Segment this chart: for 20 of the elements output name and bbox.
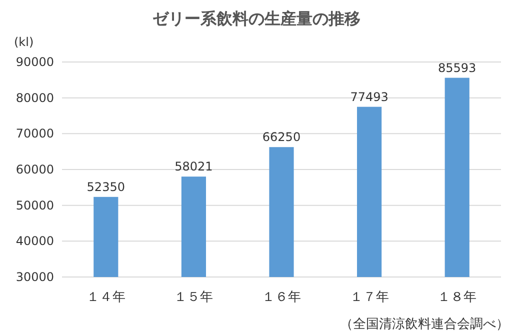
data-label: 85593 [438, 60, 476, 75]
data-label: 52350 [86, 180, 125, 194]
y-tick-label: 80000 [16, 90, 54, 105]
y-tick-label: 40000 [16, 234, 54, 248]
y-axis-title: (kl) [14, 35, 34, 49]
data-label: 77493 [350, 90, 388, 104]
y-tick-label: 60000 [16, 162, 54, 176]
y-tick-label: 70000 [16, 126, 54, 141]
y-tick-label: 50000 [16, 198, 54, 212]
data-label: 66250 [262, 130, 301, 144]
y-tick-label: 30000 [16, 270, 54, 284]
x-tick-label: １７年 [350, 290, 389, 305]
x-tick-label: １４年 [86, 290, 126, 305]
x-tick-label: １６年 [262, 290, 301, 305]
x-tick-label: １８年 [438, 290, 477, 305]
text: （全国清涼飲料連合会調べ） [340, 317, 509, 332]
y-tick-label: 90000 [16, 55, 54, 69]
x-tick-label: １５年 [174, 290, 214, 305]
data-label: 58021 [174, 160, 213, 174]
chart-title: ゼリー系飲料の生産量の推移 [152, 9, 360, 28]
